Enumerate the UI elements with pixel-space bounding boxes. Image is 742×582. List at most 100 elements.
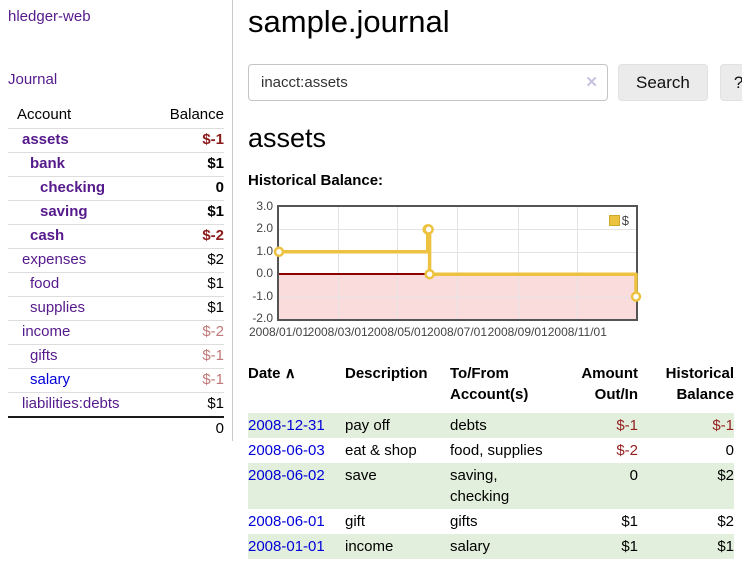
help-button[interactable]: ? [719, 64, 742, 101]
horizontal-gridline [279, 229, 636, 231]
account-row: salary $-1 [8, 368, 224, 393]
data-point-marker [424, 268, 435, 280]
transaction-description: eat & shop [345, 442, 417, 459]
x-axis-tick-label: 2008/05/01 [367, 325, 428, 339]
sidebar: hledger-web Journal Account Balance asse… [0, 0, 233, 441]
register-header-date[interactable]: Date ∧ [248, 363, 345, 413]
vertical-gridline [337, 207, 339, 319]
account-link[interactable]: saving [40, 203, 88, 220]
transaction-amount: $-1 [616, 417, 638, 434]
brand-link[interactable]: hledger-web [8, 8, 91, 25]
register-header-description: Description [345, 365, 428, 382]
account-balance: $-2 [145, 224, 224, 249]
register-header-row: Date ∧ Description To/From Account(s) Am… [248, 363, 734, 413]
register-rows: 2008-12-31 pay off debts $-1 $-1 2008-06… [248, 413, 734, 559]
x-axis-tick-label: 2008/11/01 [547, 325, 607, 339]
legend-series-label: $ [621, 213, 629, 228]
date-header-label: Date [248, 365, 281, 382]
transaction-date-link[interactable]: 2008-06-03 [248, 442, 325, 459]
account-balance: $1 [145, 392, 224, 417]
account-balance: $1 [145, 272, 224, 297]
y-axis-tick-label: 0.0 [256, 266, 273, 281]
account-row: liabilities:debts $1 [8, 392, 224, 417]
account-link[interactable]: gifts [30, 347, 58, 364]
transaction-amount: $1 [621, 513, 638, 530]
accounts-header-balance: Balance [169, 106, 224, 123]
transaction-date-link[interactable]: 2008-06-01 [248, 513, 325, 530]
account-link[interactable]: food [30, 275, 60, 292]
main-content: sample.journal ✕ Search ? assets Histori… [233, 0, 742, 559]
account-link[interactable]: cash [30, 227, 65, 244]
transaction-description: save [345, 467, 377, 484]
x-axis-tick-label: 2008/07/01 [426, 325, 488, 339]
account-row: supplies $1 [8, 296, 224, 321]
account-balance: $-1 [145, 368, 224, 393]
account-link[interactable]: liabilities:debts [22, 395, 120, 412]
account-row: assets $-1 [8, 128, 224, 153]
transaction-accounts: saving, checking [450, 467, 510, 505]
account-row: gifts $-1 [8, 344, 224, 369]
account-link[interactable]: salary [30, 371, 71, 388]
y-axis-tick-label: -1.0 [252, 288, 273, 303]
legend-series-swatch [608, 215, 620, 226]
search-input-wrap: ✕ [248, 64, 608, 101]
table-row: 2008-12-31 pay off debts $-1 $-1 [248, 413, 734, 438]
account-row: food $1 [8, 272, 224, 297]
data-point-marker [273, 246, 285, 258]
account-link[interactable]: assets [22, 131, 69, 148]
accounts-total-value: 0 [145, 416, 224, 441]
account-link[interactable]: supplies [30, 299, 86, 316]
sidebar-nav: Journal [8, 71, 224, 104]
account-link[interactable]: expenses [22, 251, 87, 268]
page-title: sample.journal [248, 4, 450, 39]
transaction-accounts: debts [450, 417, 487, 434]
table-row: 2008-06-01 gift gifts $1 $2 [248, 509, 734, 534]
transaction-date-link[interactable]: 2008-01-01 [248, 538, 325, 555]
transaction-description: gift [345, 513, 366, 530]
horizontal-gridline [279, 296, 636, 298]
account-balance: $1 [145, 296, 224, 321]
account-row: income $-2 [8, 320, 224, 345]
account-link[interactable]: income [22, 323, 71, 340]
search-button[interactable]: Search [618, 64, 708, 101]
account-row: checking 0 [8, 176, 224, 201]
table-row: 2008-06-02 save saving, checking 0 $2 [248, 463, 734, 509]
search-form: ✕ Search ? [248, 64, 742, 101]
accounts-total-row: 0 [8, 416, 224, 441]
transaction-description: pay off [345, 417, 390, 434]
chart-label: Historical Balance: [248, 172, 384, 189]
clear-search-icon[interactable]: ✕ [585, 74, 598, 91]
transaction-balance: 0 [725, 442, 734, 459]
account-link[interactable]: checking [40, 179, 106, 196]
account-row: bank $1 [8, 152, 224, 177]
sidebar-item-journal[interactable]: Journal [8, 71, 58, 88]
account-row: saving $1 [8, 200, 224, 225]
sort-ascending-icon: ∧ [284, 365, 296, 382]
account-balance: $2 [145, 248, 224, 273]
transaction-balance: $1 [717, 538, 734, 555]
y-axis-tick-label: 1.0 [256, 243, 273, 258]
search-input[interactable] [248, 64, 608, 101]
account-link[interactable]: bank [30, 155, 66, 172]
accounts-rows: assets $-1 bank $1 checking 0 saving $1 … [8, 128, 224, 417]
register-table: Date ∧ Description To/From Account(s) Am… [248, 363, 734, 559]
vertical-gridline [577, 207, 579, 319]
transaction-accounts: gifts [450, 513, 478, 530]
account-row: cash $-2 [8, 224, 224, 249]
account-balance: $-2 [145, 320, 224, 345]
y-axis-tick-label: 2.0 [256, 221, 273, 236]
accounts-table: Account Balance assets $-1 bank $1 check… [8, 104, 224, 441]
register-header-balance: Historical Balance [665, 365, 734, 403]
vertical-gridline [457, 207, 458, 319]
register-header-amount: Amount Out/In [581, 365, 638, 403]
y-axis-tick-label: 3.0 [256, 199, 273, 213]
horizontal-gridline [279, 251, 636, 253]
account-balance: $1 [145, 200, 224, 225]
transaction-date-link[interactable]: 2008-06-02 [248, 467, 325, 484]
balance-series-plot [273, 224, 642, 302]
account-balance: $-1 [145, 344, 224, 369]
transaction-amount: $-2 [616, 442, 638, 459]
transaction-accounts: salary [450, 538, 491, 555]
transaction-date-link[interactable]: 2008-12-31 [248, 417, 325, 434]
transaction-amount: $1 [621, 538, 638, 555]
